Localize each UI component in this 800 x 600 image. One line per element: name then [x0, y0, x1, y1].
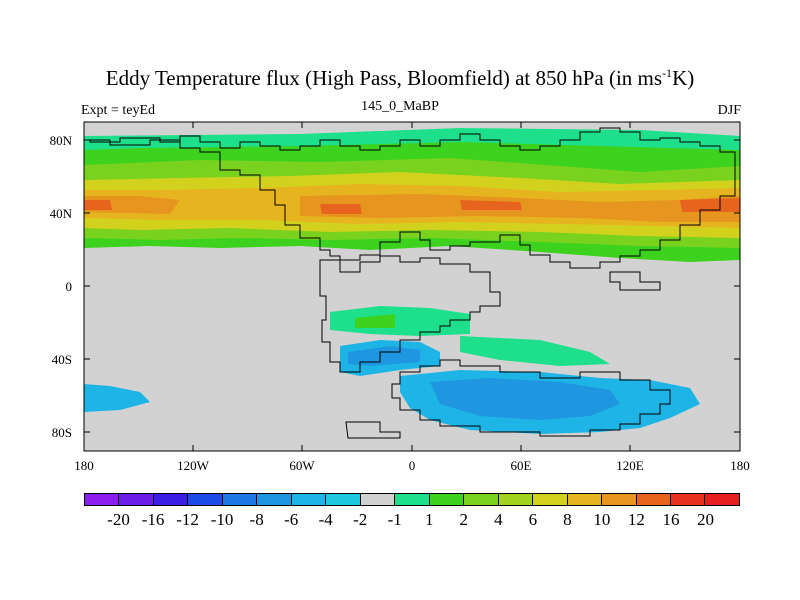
experiment-label: Expt = teyEd	[81, 103, 155, 118]
nh-band-darkorange	[84, 194, 740, 222]
sh-band-cyan-west	[84, 384, 150, 412]
sh-patch-green-lower	[460, 336, 610, 366]
colorbar-box	[670, 494, 706, 505]
colorbar-box	[291, 494, 327, 505]
lon-label-120w: 120W	[177, 458, 209, 473]
colorbar-label: -20	[107, 510, 130, 529]
colorbar-box	[85, 494, 120, 505]
colorbar-label: 8	[563, 510, 572, 529]
colorbar-label: -6	[284, 510, 299, 529]
lat-label-40n: 40N	[49, 206, 72, 221]
colorbar-box	[222, 494, 258, 505]
season-label: DJF	[717, 103, 741, 118]
colorbar-box	[533, 494, 568, 505]
colorbar-box	[326, 494, 361, 505]
lon-label-60e: 60E	[510, 458, 532, 473]
colorbar-box	[498, 494, 534, 505]
lon-label-180w: 180	[74, 458, 94, 473]
sh-patch-green-upper	[330, 306, 470, 336]
colorbar	[84, 493, 740, 506]
colorbar-box	[636, 494, 671, 505]
lon-label-120e: 120E	[616, 458, 644, 473]
sh-patch-blue-west	[348, 346, 420, 366]
colorbar-label: -4	[318, 510, 333, 529]
lat-label-0: 0	[65, 279, 73, 294]
coastline	[89, 127, 736, 439]
colorbar-box	[395, 494, 430, 505]
lat-label-40s: 40S	[51, 352, 72, 367]
lon-label-60w: 60W	[289, 458, 315, 473]
colorbar-box	[360, 494, 396, 505]
coast-equatorial-continent	[319, 255, 501, 373]
lon-label-0: 0	[408, 458, 416, 473]
sh-band-blue	[430, 378, 620, 420]
coast-island-east	[609, 271, 661, 291]
coast-island-se	[345, 421, 401, 439]
chart-title: Eddy Temperature flux (High Pass, Bloomf…	[105, 66, 695, 90]
coast-south-continent	[391, 359, 671, 437]
contour-fields	[84, 128, 740, 434]
experiment-id: 145_0_MaBP	[361, 99, 439, 114]
colorbar-label: 12	[627, 510, 645, 529]
colorbar-box	[705, 494, 739, 505]
coast-north-continent	[89, 127, 736, 269]
colorbar-label: 20	[696, 510, 714, 529]
colorbar-label: 4	[494, 510, 503, 529]
nh-band-cyan-top	[84, 128, 740, 150]
colorbar-label: 6	[528, 510, 538, 529]
colorbar-label: 2	[459, 510, 469, 529]
colorbar-box	[602, 494, 637, 505]
colorbar-label: 16	[662, 510, 680, 529]
colorbar-label: -8	[249, 510, 264, 529]
colorbar-label: 1	[425, 510, 434, 529]
lat-label-80s: 80S	[51, 425, 72, 440]
lon-label-180e: 180	[730, 458, 750, 473]
colorbar-box	[119, 494, 154, 505]
colorbar-box	[567, 494, 603, 505]
colorbar-labels: -20 -16 -12 -10 -8 -6 -4 -2 -1 1 2 4 6 8 10 12 16 20	[0, 510, 800, 530]
colorbar-box	[153, 494, 189, 505]
colorbar-label: -12	[176, 510, 199, 529]
colorbar-label: -10	[210, 510, 234, 529]
lat-label-80n: 80N	[49, 133, 72, 148]
colorbar-label: 10	[593, 510, 611, 529]
colorbar-box	[464, 494, 499, 505]
colorbar-box	[188, 494, 223, 505]
colorbar-label: -2	[353, 510, 368, 529]
sh-patch-green-inner	[355, 314, 395, 328]
colorbar-label: -16	[141, 510, 165, 529]
colorbar-box	[429, 494, 465, 505]
colorbar-box	[257, 494, 292, 505]
tick-marks	[83, 122, 741, 451]
colorbar-label: -1	[387, 510, 402, 529]
